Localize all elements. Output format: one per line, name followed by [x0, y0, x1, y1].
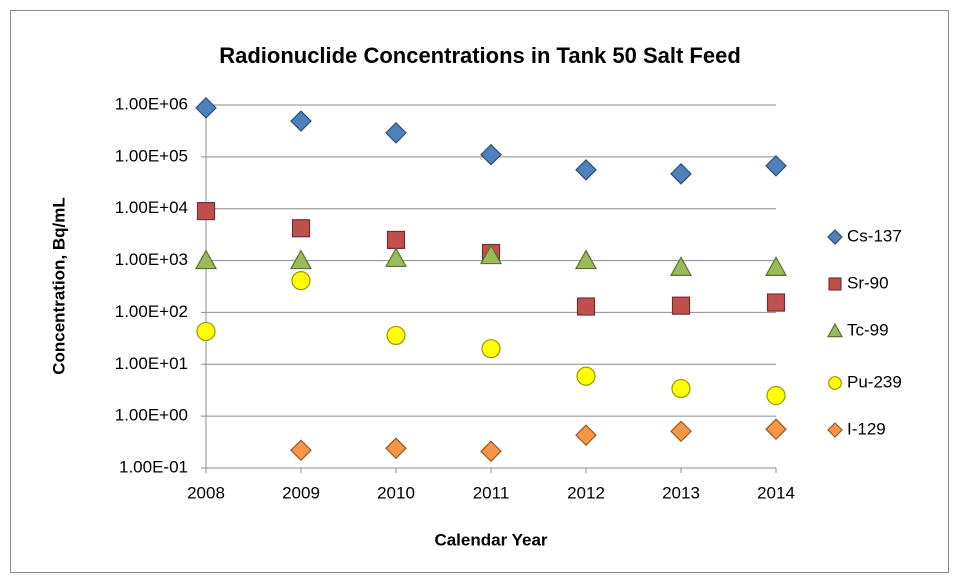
legend-label: Pu-239	[847, 372, 902, 391]
legend-marker	[828, 277, 842, 291]
chart-border	[10, 10, 949, 573]
x-tick-label: 2009	[282, 483, 320, 502]
y-tick-label: 1.00E+06	[115, 94, 188, 113]
data-point	[765, 418, 787, 441]
data-point	[291, 271, 311, 291]
data-point	[384, 247, 408, 268]
x-tick-label: 2013	[662, 483, 700, 502]
legend-marker	[826, 322, 844, 338]
data-point	[385, 122, 407, 144]
data-point	[766, 293, 786, 312]
data-point	[480, 440, 502, 463]
y-tick-label: 1.00E+04	[115, 198, 188, 217]
data-point	[289, 249, 313, 270]
data-point	[481, 339, 501, 359]
legend-marker	[827, 229, 843, 245]
y-tick-label: 1.00E-01	[119, 457, 188, 476]
chart-title: Radionuclide Concentrations in Tank 50 S…	[219, 43, 741, 68]
x-tick-label: 2012	[567, 483, 605, 502]
y-tick-label: 1.00E+00	[115, 406, 188, 425]
data-point	[765, 155, 787, 177]
legend-marker	[827, 422, 843, 438]
x-tick-label: 2011	[473, 483, 510, 502]
legend-label: I-129	[847, 419, 886, 438]
data-point	[671, 378, 691, 399]
x-axis-title: Calendar Year	[434, 530, 547, 549]
data-point	[194, 249, 218, 270]
data-point	[670, 420, 692, 443]
data-point	[196, 321, 216, 342]
data-point	[195, 97, 217, 119]
data-point	[576, 297, 596, 316]
data-point	[386, 325, 406, 346]
legend-label: Cs-137	[847, 226, 902, 245]
data-point	[385, 437, 407, 460]
y-tick-label: 1.00E+03	[115, 250, 188, 269]
data-point	[576, 366, 596, 386]
data-point	[290, 439, 312, 462]
data-point	[669, 256, 693, 276]
x-tick-label: 2014	[757, 483, 795, 502]
y-tick-label: 1.00E+02	[115, 302, 188, 321]
y-tick-label: 1.00E+01	[115, 354, 188, 373]
x-tick-label: 2008	[187, 483, 225, 502]
data-point	[670, 163, 692, 185]
data-point	[480, 143, 502, 166]
y-axis-title: Concentration, Bq/mL	[49, 197, 68, 375]
data-point	[479, 244, 503, 265]
x-tick-label: 2010	[377, 483, 415, 502]
data-point	[196, 201, 216, 221]
legend-label: Sr-90	[847, 273, 889, 292]
legend-marker	[828, 376, 842, 390]
data-point	[671, 296, 691, 315]
data-point	[575, 159, 597, 181]
data-point	[290, 110, 312, 132]
data-point	[575, 424, 597, 446]
data-point	[766, 385, 786, 406]
data-point	[574, 249, 598, 270]
data-point	[291, 219, 311, 238]
data-point	[386, 230, 406, 250]
data-point	[764, 256, 788, 276]
y-tick-label: 1.00E+05	[115, 146, 188, 165]
legend-label: Tc-99	[847, 320, 889, 339]
